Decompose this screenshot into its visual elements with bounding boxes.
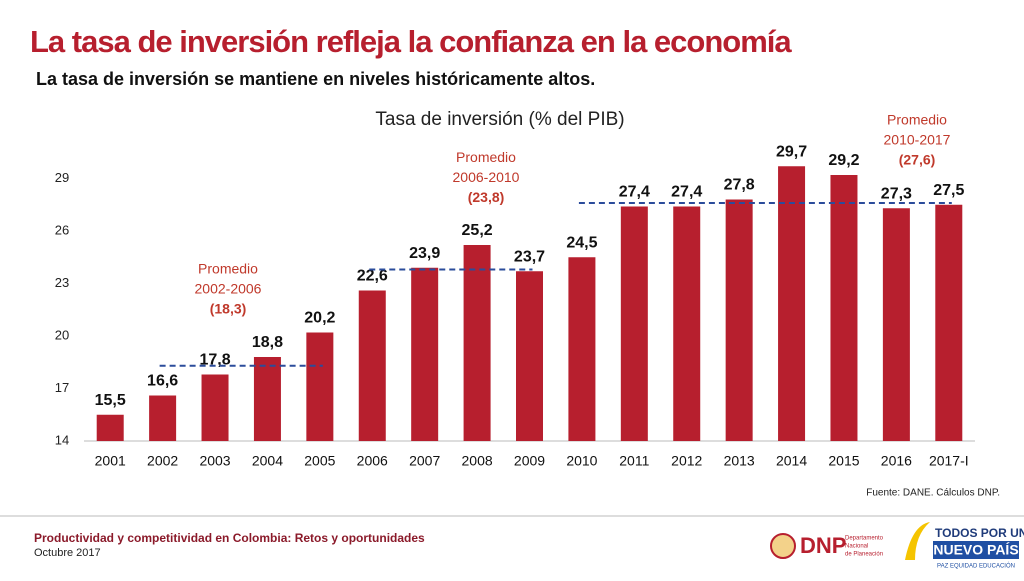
gov-logo: TODOS POR UN: [935, 526, 1024, 540]
value-label: 27,8: [724, 177, 755, 194]
bar: [673, 206, 701, 441]
x-tick-label: 2016: [881, 453, 912, 469]
y-tick-label: 23: [55, 275, 69, 290]
gov-box: [933, 541, 1019, 559]
bar: [568, 257, 596, 441]
dnp-logo: DNP: [800, 533, 846, 558]
slide-title: La tasa de inversión refleja la confianz…: [30, 24, 792, 59]
y-tick-label: 17: [55, 380, 69, 395]
bar: [725, 199, 753, 441]
average-value-label: (27,6): [899, 152, 936, 168]
source: Fuente: DANE. Cálculos DNP.: [866, 488, 1000, 499]
x-tick-label: 2009: [514, 453, 545, 469]
y-tick-label: 29: [55, 170, 69, 185]
bar: [201, 374, 229, 441]
footer-text: Productividad y competitividad en Colomb…: [34, 531, 425, 545]
value-label: 27,4: [619, 184, 650, 201]
x-tick-label: 2012: [671, 453, 702, 469]
value-label: 27,4: [671, 184, 702, 201]
x-tick-label: 2001: [95, 453, 126, 469]
dnp-sub: de Planeación: [845, 552, 883, 558]
x-tick-label: 2017-I: [929, 453, 969, 469]
value-label: 23,9: [409, 245, 440, 262]
value-label: 23,7: [514, 248, 545, 265]
average-label: 2010-2017: [884, 132, 951, 148]
value-label: 20,2: [304, 310, 335, 327]
value-label: 17,8: [199, 352, 230, 369]
x-tick-label: 2002: [147, 453, 178, 469]
average-label: 2006-2010: [453, 169, 520, 185]
average-label: Promedio: [198, 260, 258, 276]
value-label: 25,2: [462, 222, 493, 239]
average-label: Promedio: [456, 149, 516, 165]
x-tick-label: 2006: [357, 453, 388, 469]
y-tick-label: 14: [55, 432, 69, 447]
average-value-label: (18,3): [210, 300, 247, 316]
y-tick-label: 20: [55, 327, 69, 342]
value-label: 27,3: [881, 185, 912, 202]
x-tick-label: 2013: [724, 453, 755, 469]
bar: [411, 267, 439, 441]
chart-title: Tasa de inversión (% del PIB): [375, 109, 624, 130]
footer-date: Octubre 2017: [34, 547, 101, 559]
x-tick-label: 2010: [566, 453, 597, 469]
bar: [778, 166, 806, 441]
bar: [830, 175, 858, 441]
x-tick-label: 2008: [462, 453, 493, 469]
value-label: 16,6: [147, 373, 178, 390]
x-tick-label: 2011: [619, 453, 649, 469]
bar: [358, 290, 386, 441]
bar: [149, 395, 177, 441]
bar: [96, 414, 124, 441]
dnp-sub: Departamento: [845, 536, 884, 542]
bar: [620, 206, 648, 441]
bar: [935, 204, 963, 441]
x-tick-label: 2003: [199, 453, 230, 469]
value-label: 18,8: [252, 334, 283, 351]
bar: [463, 245, 491, 441]
x-tick-label: 2007: [409, 453, 440, 469]
x-tick-label: 2005: [304, 453, 335, 469]
value-label: 29,7: [776, 143, 807, 160]
gov-sub: PAZ EQUIDAD EDUCACIÓN: [937, 563, 1015, 570]
bar: [516, 271, 543, 441]
value-label: 24,5: [566, 234, 597, 251]
gov-logo: NUEVO PAÍS: [933, 542, 1018, 558]
dnp-sub: Nacional: [845, 544, 868, 550]
average-label: 2002-2006: [195, 280, 262, 296]
x-tick-label: 2014: [776, 453, 807, 469]
value-label: 15,5: [95, 392, 126, 409]
bar: [306, 332, 334, 441]
slide-subtitle: La tasa de inversión se mantiene en nive…: [36, 69, 595, 89]
value-label: 22,6: [357, 268, 388, 285]
bar: [882, 208, 910, 441]
y-tick-label: 26: [55, 222, 69, 237]
x-tick-label: 2015: [828, 453, 859, 469]
average-label: Promedio: [887, 112, 947, 128]
value-label: 27,5: [933, 182, 964, 199]
average-value-label: (23,8): [468, 189, 505, 205]
x-tick-label: 2004: [252, 453, 283, 469]
value-label: 29,2: [828, 152, 859, 169]
emblem: [770, 533, 796, 559]
bar: [253, 357, 281, 441]
gov-icon: [905, 522, 930, 560]
